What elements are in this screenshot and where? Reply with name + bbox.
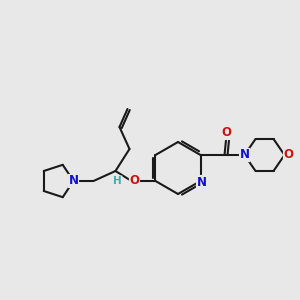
Text: H: H [113,176,122,186]
Text: N: N [68,175,79,188]
Text: O: O [284,148,293,161]
Text: N: N [239,148,250,161]
Text: O: O [130,175,140,188]
Text: N: N [196,176,206,188]
Text: O: O [221,127,232,140]
